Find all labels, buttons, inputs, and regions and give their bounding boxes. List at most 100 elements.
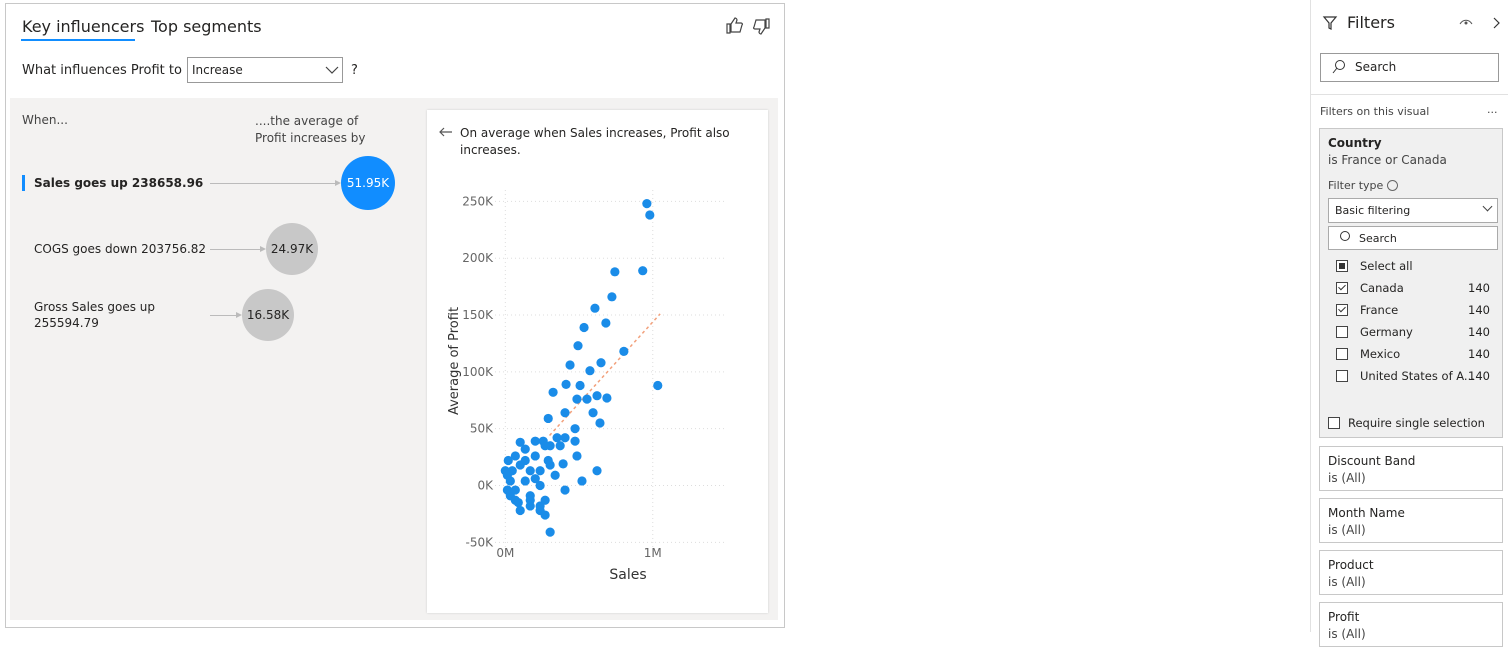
checkbox[interactable] bbox=[1336, 282, 1348, 294]
item-count: 140 bbox=[1468, 325, 1490, 339]
dropdown[interactable] bbox=[187, 57, 343, 83]
filter-card[interactable] bbox=[1319, 128, 1503, 438]
point bbox=[607, 292, 617, 302]
point bbox=[515, 505, 525, 516]
point bbox=[540, 510, 550, 520]
filter-card[interactable] bbox=[1319, 550, 1503, 595]
point bbox=[548, 387, 558, 397]
tab[interactable]: Key influencers bbox=[22, 17, 145, 36]
x-tick-label: 0M bbox=[496, 546, 514, 560]
filter-summary: is (All) bbox=[1328, 471, 1366, 485]
point bbox=[503, 455, 513, 466]
y-tick-label: 250K bbox=[462, 194, 494, 208]
point bbox=[653, 380, 663, 391]
item-label[interactable]: United States of A... bbox=[1360, 369, 1475, 383]
point bbox=[645, 210, 655, 220]
filter-card[interactable] bbox=[1319, 498, 1503, 543]
section-title: Filters on this visual bbox=[1320, 105, 1430, 118]
checkbox[interactable] bbox=[1328, 417, 1340, 429]
point bbox=[502, 485, 512, 495]
pane-icons[interactable] bbox=[1458, 15, 1504, 31]
filter-summary: is (All) bbox=[1328, 575, 1366, 589]
arrow-head bbox=[260, 246, 266, 252]
point bbox=[560, 485, 570, 495]
point bbox=[595, 418, 605, 428]
point bbox=[525, 466, 535, 476]
selection-bar bbox=[22, 175, 25, 191]
point bbox=[550, 470, 560, 480]
thumb-up[interactable] bbox=[726, 17, 744, 34]
influencer-label[interactable]: Gross Sales goes up 255594.79 bbox=[34, 300, 156, 330]
point bbox=[575, 380, 585, 391]
point bbox=[601, 318, 611, 328]
influence-bubble[interactable]: 51.95K bbox=[341, 156, 395, 210]
filter-type-dropdown[interactable] bbox=[1328, 198, 1498, 223]
item-label[interactable]: Germany bbox=[1360, 325, 1413, 339]
item-label[interactable]: Select all bbox=[1360, 259, 1413, 273]
y-tick-label: 150K bbox=[462, 308, 494, 322]
point bbox=[530, 436, 540, 446]
point bbox=[573, 341, 583, 351]
influence-bubble[interactable]: 24.97K bbox=[266, 223, 318, 275]
search-text[interactable]: Search bbox=[1359, 232, 1397, 245]
point bbox=[535, 466, 545, 476]
filter-field: Country bbox=[1328, 136, 1382, 150]
connector bbox=[210, 183, 335, 184]
tab[interactable]: Top segments bbox=[151, 17, 262, 36]
back-arrow[interactable] bbox=[438, 126, 454, 138]
point bbox=[565, 360, 575, 370]
item-label[interactable]: France bbox=[1360, 303, 1399, 317]
feedback-icons[interactable] bbox=[724, 15, 772, 37]
chevron bbox=[325, 66, 339, 74]
checkbox[interactable] bbox=[1336, 326, 1348, 338]
point bbox=[520, 444, 530, 454]
influencer-label[interactable]: COGS goes down 203756.82 bbox=[34, 242, 207, 256]
x-tick-label: 1M bbox=[644, 546, 662, 560]
point bbox=[590, 303, 600, 313]
influence-bubble[interactable]: 16.58K bbox=[242, 289, 294, 341]
point bbox=[572, 451, 582, 461]
point bbox=[555, 441, 565, 451]
search-box[interactable] bbox=[1328, 226, 1498, 250]
point bbox=[596, 358, 606, 368]
point bbox=[572, 394, 582, 404]
checkbox-partial bbox=[1339, 263, 1345, 269]
filter-card[interactable] bbox=[1319, 446, 1503, 491]
search-box[interactable] bbox=[1320, 53, 1499, 82]
point bbox=[560, 408, 570, 418]
item-label[interactable]: Mexico bbox=[1360, 347, 1401, 361]
checkbox[interactable] bbox=[1336, 348, 1348, 360]
item-count: 140 bbox=[1468, 369, 1490, 383]
point bbox=[560, 433, 570, 443]
point bbox=[515, 437, 525, 447]
point bbox=[558, 459, 568, 469]
filter-type-value[interactable]: Basic filtering bbox=[1335, 204, 1411, 217]
point bbox=[588, 408, 598, 418]
question-label: What influences Profit to bbox=[22, 63, 182, 78]
item-label[interactable]: Canada bbox=[1360, 281, 1404, 295]
point bbox=[570, 436, 580, 446]
thumb-down[interactable] bbox=[752, 18, 770, 35]
y-tick-label: 200K bbox=[462, 251, 494, 265]
point bbox=[638, 266, 648, 276]
point bbox=[530, 474, 540, 484]
require-single[interactable]: Require single selection bbox=[1348, 416, 1485, 430]
item-count: 140 bbox=[1468, 281, 1490, 295]
more[interactable]: ... bbox=[1487, 103, 1498, 116]
dropdown-value[interactable]: Increase bbox=[192, 63, 243, 77]
filters-title: Filters bbox=[1347, 13, 1395, 32]
checkbox[interactable] bbox=[1336, 304, 1348, 316]
y-tick-label: 50K bbox=[470, 422, 494, 436]
arrow-head bbox=[335, 180, 341, 186]
checkbox[interactable] bbox=[1336, 370, 1348, 382]
point bbox=[552, 433, 562, 443]
checkmark bbox=[1338, 282, 1346, 291]
checkbox[interactable] bbox=[1336, 260, 1348, 272]
search-text[interactable]: Search bbox=[1355, 60, 1397, 74]
point bbox=[592, 466, 602, 476]
influencer-label[interactable]: Sales goes up 238658.96 bbox=[34, 176, 204, 190]
point bbox=[535, 501, 545, 511]
help[interactable]: ? bbox=[351, 63, 358, 78]
point bbox=[592, 391, 602, 401]
page: { "tabs":["Key influencers","Top segment… bbox=[5, 0, 1508, 647]
